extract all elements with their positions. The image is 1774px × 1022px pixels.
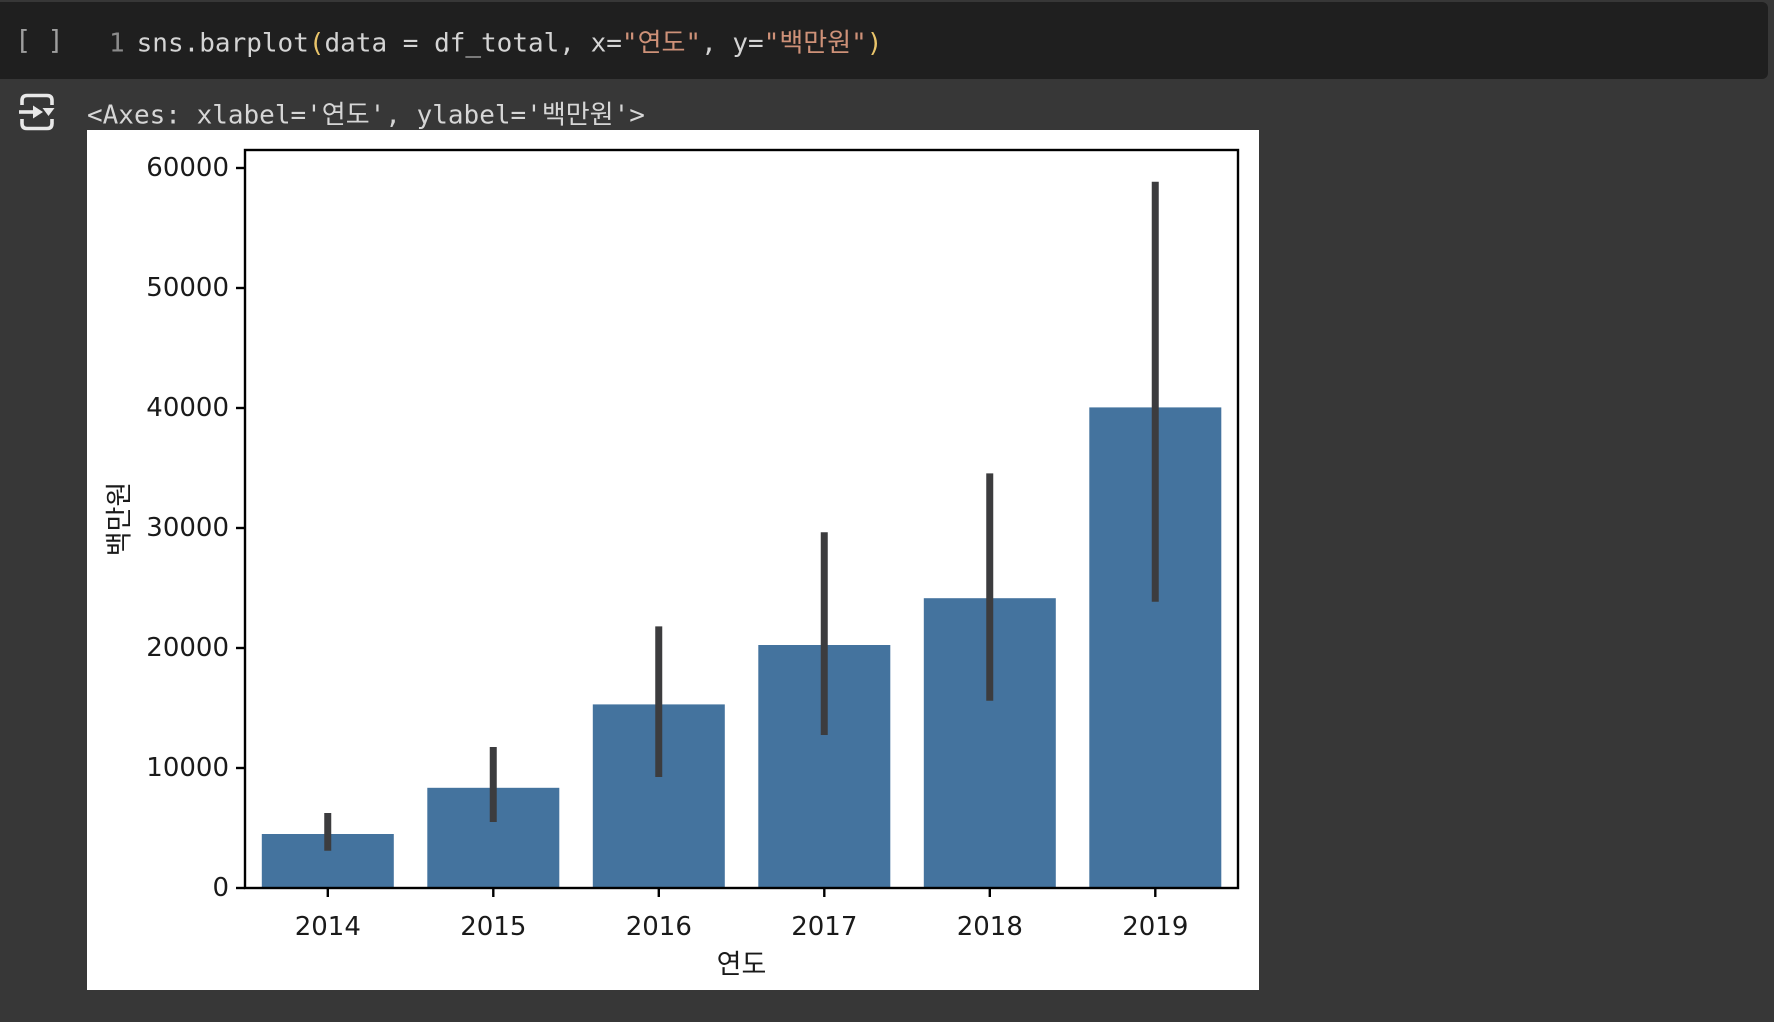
cell-output-options-icon[interactable] <box>18 91 56 133</box>
x-tick-label: 2019 <box>1122 912 1188 942</box>
plot-border <box>243 148 1240 890</box>
code-token-default: sns.barplot <box>136 28 309 58</box>
y-tick-label: 50000 <box>146 273 229 303</box>
chart-svg: 0 10000 20000 30000 40000 50000 60000 2014 2015 2… <box>105 148 1240 981</box>
y-tick-label: 10000 <box>146 753 229 783</box>
x-tick-label: 2016 <box>626 912 692 942</box>
y-tick-label: 0 <box>212 873 229 903</box>
y-tick-label: 40000 <box>146 393 229 423</box>
y-tick-label: 30000 <box>146 513 229 543</box>
code-token-paren: ( <box>308 28 325 58</box>
code-text: sns.barplot(data = df_total, x="연도", y="… <box>137 22 883 59</box>
code-token-default: , y= <box>701 28 764 58</box>
x-tick-label: 2018 <box>957 912 1023 942</box>
y-axis-label: 백만원 <box>105 482 136 557</box>
cell-output-area: <Axes: xlabel='연도', ylabel='백만원'> <box>0 86 1774 140</box>
code-token-string: "연도" <box>621 28 702 58</box>
x-axis-label: 연도 <box>717 950 767 981</box>
x-tick-label: 2014 <box>295 912 361 942</box>
code-cell[interactable]: [ ] 1 sns.barplot(data = df_total, x="연도… <box>0 2 1768 79</box>
chart-figure: 0 10000 20000 30000 40000 50000 60000 2014 2015 2… <box>87 130 1259 990</box>
code-token-paren: ) <box>866 28 883 58</box>
code-token-string: "백만원" <box>763 28 867 58</box>
line-number: 1 <box>109 28 125 58</box>
x-tick-label: 2017 <box>791 912 857 942</box>
x-tick-label: 2015 <box>460 912 526 942</box>
y-tick-label: 60000 <box>146 153 229 183</box>
code-editor-line[interactable]: 1 sns.barplot(data = df_total, x="연도", y… <box>109 22 882 59</box>
cell-run-indicator[interactable]: [ ] <box>15 25 64 56</box>
y-tick-label: 20000 <box>146 633 229 663</box>
output-repr-text: <Axes: xlabel='연도', ylabel='백만원'> <box>87 100 645 131</box>
code-token-default: data = df_total, x= <box>324 28 622 58</box>
